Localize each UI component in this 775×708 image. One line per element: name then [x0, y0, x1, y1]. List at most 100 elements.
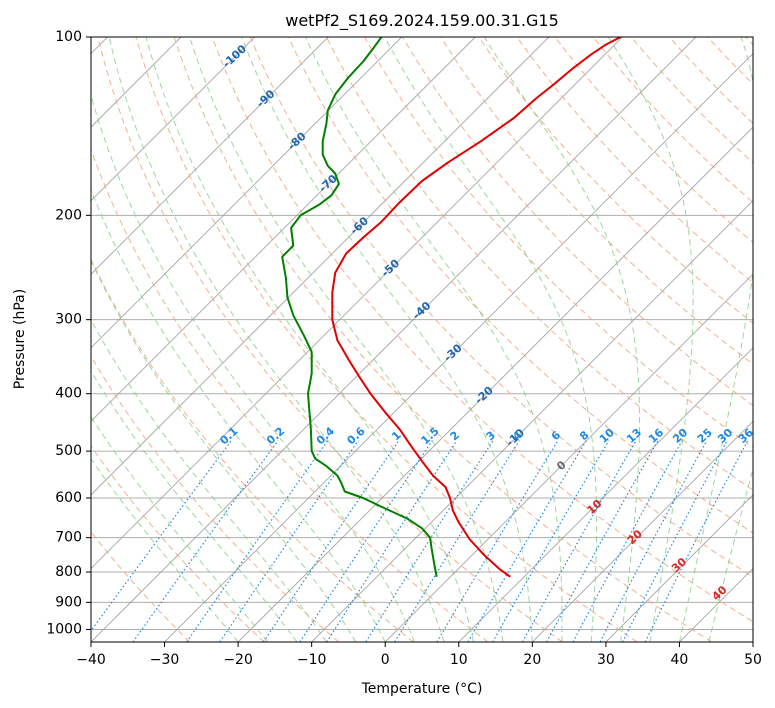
y-axis: 100 200 300 400 500 600 700 800 900 1000	[46, 29, 91, 637]
mixing-ratio-label: 1.5	[419, 425, 442, 448]
mixing-ratio-label: 8	[577, 429, 591, 444]
isotherm-line	[91, 37, 476, 423]
mixing-ratio-label: 20	[670, 426, 690, 446]
dry-adiabat	[211, 37, 753, 623]
mixing-ratio-label: 16	[646, 426, 666, 446]
background-lines	[91, 37, 753, 642]
isotherm-line	[605, 494, 753, 642]
dry-adiabat	[402, 37, 753, 407]
mixing-ratio-label: 10	[597, 426, 617, 446]
y-tick-label: 100	[55, 29, 82, 45]
dry-adiabat	[173, 37, 713, 642]
moist-adiabat	[305, 37, 563, 642]
moist-adiabat	[708, 466, 753, 642]
y-tick-label: 300	[55, 312, 82, 328]
mixing-ratio-line	[492, 440, 610, 642]
x-tick-label: −20	[223, 652, 253, 668]
x-tick-label: −10	[297, 652, 327, 668]
mixing-ratio-label: 2	[448, 429, 462, 444]
isotherm-line	[311, 199, 753, 642]
dry-adiabat	[745, 37, 753, 46]
mixing-ratio-line	[467, 440, 587, 642]
moist-adiabat	[91, 188, 386, 642]
moist-adiabat	[91, 93, 416, 642]
temperature-line	[331, 37, 622, 578]
isotherm-line	[164, 52, 753, 642]
mixing-ratio-line	[186, 440, 329, 642]
isotherm-line	[91, 37, 403, 349]
x-tick-label: −30	[150, 652, 180, 668]
x-tick-label: 20	[523, 652, 541, 668]
x-tick-label: 10	[450, 652, 468, 668]
mixing-ratio-line	[644, 440, 749, 642]
moist-adiabat	[91, 369, 298, 642]
moist-adiabat	[91, 318, 327, 642]
dewpoint-line	[281, 37, 438, 577]
chart-title: wetPf2_S169.2024.159.00.31.G15	[285, 11, 559, 31]
mixing-ratio-label: 0.6	[345, 424, 368, 447]
isotherm-line	[91, 37, 697, 642]
moist-adiabat	[483, 37, 640, 642]
y-tick-label: 900	[55, 594, 82, 610]
dry-adiabat	[478, 37, 753, 324]
y-axis-title: Pressure (hPa)	[12, 289, 28, 389]
moist-adiabat	[607, 37, 694, 642]
mixing-ratio-label: 25	[695, 426, 715, 446]
isotherm-line	[752, 641, 753, 642]
moist-adiabat	[91, 458, 239, 642]
mixing-ratio-line	[622, 440, 728, 642]
isotherm-line	[237, 126, 753, 642]
mixing-ratio-line	[394, 440, 520, 642]
dry-adiabat	[91, 445, 265, 642]
dry-adiabat	[97, 37, 563, 642]
isotherm-line	[91, 37, 329, 275]
isotherm-line	[679, 567, 753, 642]
moist-adiabat	[189, 37, 504, 642]
dry-adiabat	[707, 37, 753, 85]
isotherm-line	[458, 347, 753, 642]
dry-adiabat	[91, 355, 340, 642]
moist-adiabat-label: 40	[710, 583, 730, 603]
mixing-ratio-label: 13	[624, 426, 644, 446]
moist-adiabat	[241, 37, 533, 642]
y-tick-label: 800	[55, 564, 82, 580]
dry-adiabat	[91, 148, 489, 642]
mixing-ratio-line	[91, 440, 232, 632]
dry-adiabat	[326, 37, 753, 491]
mixing-ratio-line	[521, 440, 637, 642]
moist-adiabat	[108, 37, 445, 642]
x-axis-title: Temperature (°C)	[361, 681, 483, 697]
y-tick-label: 200	[55, 207, 82, 223]
dry-adiabat	[135, 37, 638, 642]
moist-adiabat-label: 20	[625, 527, 645, 547]
dry-adiabat	[440, 37, 753, 365]
y-tick-label: 500	[55, 443, 82, 459]
dry-adiabat	[516, 37, 753, 284]
x-tick-label: 0	[381, 652, 390, 668]
dry-adiabat	[249, 37, 753, 578]
mixing-ratio-label: 30	[715, 426, 735, 446]
x-tick-label: 40	[671, 652, 689, 668]
x-tick-label: 50	[744, 652, 762, 668]
mixing-ratio-label: 6	[549, 428, 564, 443]
mixing-ratio-line	[326, 440, 458, 642]
plot-frame	[90, 36, 754, 643]
isotherm-line	[531, 420, 753, 642]
x-tick-label: 30	[597, 652, 615, 668]
dry-adiabat	[630, 37, 753, 164]
isotherm-line	[384, 273, 753, 642]
dry-adiabat	[91, 258, 414, 642]
moist-adiabat	[145, 37, 474, 642]
mixing-ratio-line	[299, 440, 433, 642]
dry-adiabat	[287, 37, 753, 534]
moist-adiabat	[91, 415, 268, 642]
dry-adiabat	[554, 37, 753, 244]
dry-adiabat	[364, 37, 753, 449]
y-tick-label: 700	[55, 530, 82, 546]
isotherm-line	[91, 37, 550, 496]
dry-adiabat	[592, 37, 753, 204]
moist-adiabat	[384, 37, 598, 642]
moist-adiabat	[91, 259, 357, 642]
moist-adiabat	[678, 37, 753, 642]
